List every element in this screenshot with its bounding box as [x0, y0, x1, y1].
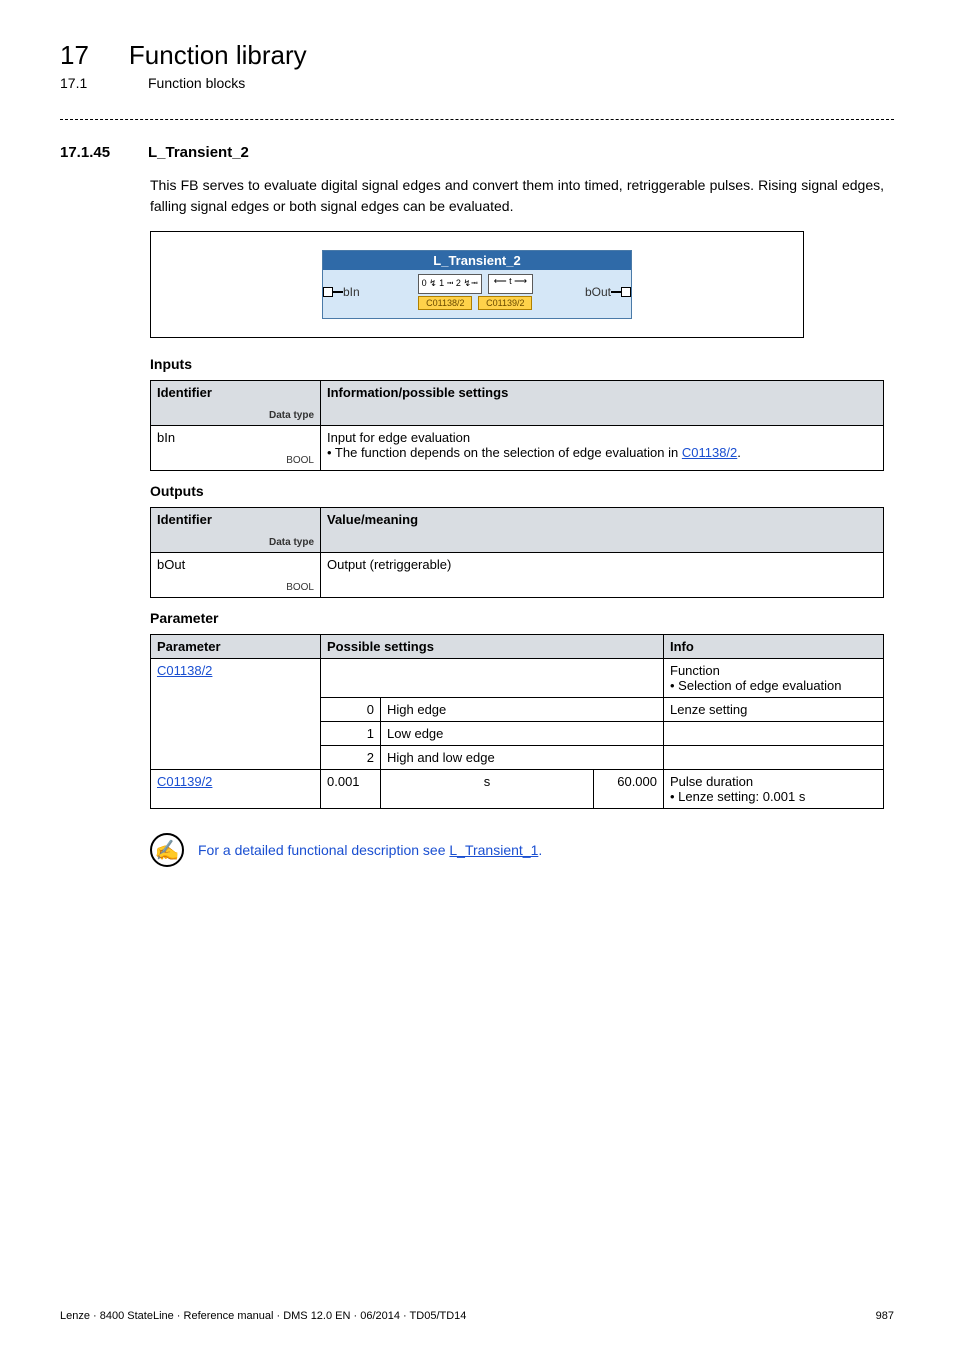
td-opt-label: Low edge: [381, 722, 664, 746]
info-l1: Function: [670, 663, 720, 678]
identifier-name: bIn: [157, 430, 175, 445]
identifier-datatype: BOOL: [157, 455, 314, 466]
fb-param-right: C01139/2: [478, 296, 532, 310]
th-datatype-label: Data type: [157, 537, 314, 548]
separator: [60, 119, 894, 120]
td-opt-info: [664, 746, 884, 770]
section-header: 17.1.45 L_Transient_2: [60, 144, 894, 161]
info-l2: • Lenze setting: 0.001 s: [670, 789, 805, 804]
td-info: Function • Selection of edge evaluation: [664, 659, 884, 698]
td-unit: s: [381, 770, 594, 809]
td-opt-n: 1: [321, 722, 381, 746]
td-value: Output (retriggerable): [321, 553, 884, 598]
info-link[interactable]: C01138/2: [682, 445, 737, 460]
tip-text: ​For a detailed functional description s…: [198, 842, 542, 858]
info-l1: Pulse duration: [670, 774, 753, 789]
inputs-heading: Inputs: [150, 356, 894, 372]
th-info: Information/possible settings: [321, 381, 884, 426]
fb-port-in: bIn: [343, 285, 360, 299]
fb-selector-glyph: 0 ↯ 1 ⭲ 2 ↯⭲: [418, 274, 482, 294]
table-header-row: Identifier Data type Value/meaning: [151, 508, 884, 553]
td-opt-n: 0: [321, 698, 381, 722]
footer-page: 987: [876, 1310, 894, 1322]
td-opt-info: [664, 722, 884, 746]
info-l2: • Selection of edge evaluation: [670, 678, 842, 693]
td-param-link: C01139/2: [151, 770, 321, 809]
footer-left: Lenze · 8400 StateLine · Reference manua…: [60, 1310, 466, 1322]
subsection-number: 17.1: [60, 75, 108, 91]
param-table: Parameter Possible settings Info C01138/…: [150, 634, 884, 809]
td-param-link: C01138/2: [151, 659, 321, 770]
table-header-row: Parameter Possible settings Info: [151, 635, 884, 659]
table-header-row: Identifier Data type Information/possibl…: [151, 381, 884, 426]
th-identifier-label: Identifier: [157, 512, 212, 527]
th-parameter: Parameter: [151, 635, 321, 659]
identifier-name: bOut: [157, 557, 185, 572]
fb-glyph-row: 0 ↯ 1 ⭲ 2 ↯⭲ ⟵ t ⟶: [418, 274, 534, 294]
td-opt-info: Lenze setting: [664, 698, 884, 722]
tip-suffix: .: [538, 842, 542, 858]
fb-diagram-frame: L_Transient_2 bIn 0 ↯ 1 ⭲ 2 ↯⭲ ⟵ t ⟶ C01…: [150, 231, 804, 338]
identifier-datatype: BOOL: [157, 582, 314, 593]
fb-pin-out: [611, 291, 625, 293]
table-row: bIn BOOL Input for edge evaluation • The…: [151, 426, 884, 471]
chapter-title: Function library: [129, 40, 307, 71]
td-opt-n: 2: [321, 746, 381, 770]
td-info: Pulse duration • Lenze setting: 0.001 s: [664, 770, 884, 809]
fb-box: L_Transient_2 bIn 0 ↯ 1 ⭲ 2 ↯⭲ ⟵ t ⟶ C01…: [322, 250, 632, 319]
fb-param-row: C01138/2 C01139/2: [418, 296, 532, 310]
td-info: Input for edge evaluation • The function…: [321, 426, 884, 471]
section-intro: This FB serves to evaluate digital signa…: [150, 175, 884, 217]
fb-pin-in: [329, 291, 343, 293]
tip: ✍ ​For a detailed functional description…: [150, 833, 894, 867]
param-heading: Parameter: [150, 610, 894, 626]
fb-row: bIn 0 ↯ 1 ⭲ 2 ↯⭲ ⟵ t ⟶ C01138/2 C01139/2…: [323, 270, 631, 318]
td-identifier: bIn BOOL: [151, 426, 321, 471]
table-row: C01138/2 Function • Selection of edge ev…: [151, 659, 884, 698]
table-row: C01139/2 0.001 s 60.000 Pulse duration •…: [151, 770, 884, 809]
info-line1: Input for edge evaluation: [327, 430, 470, 445]
info-line2-suffix: .: [737, 445, 741, 460]
info-line2-prefix: • The function depends on the selection …: [327, 445, 682, 460]
td-opt-label: High edge: [381, 698, 664, 722]
tip-prefix-text: For a detailed functional description se…: [198, 842, 449, 858]
td-max: 60.000: [594, 770, 664, 809]
fb-title: L_Transient_2: [323, 251, 631, 270]
tip-icon: ✍: [150, 833, 184, 867]
td-min: 0.001: [321, 770, 381, 809]
param-link[interactable]: C01139/2: [157, 774, 212, 789]
th-datatype-label: Data type: [157, 410, 314, 421]
fb-port-out: bOut: [585, 285, 611, 299]
table-row: bOut BOOL Output (retriggerable): [151, 553, 884, 598]
tip-link[interactable]: L_Transient_1: [449, 842, 538, 858]
chapter-header: 17 Function library: [60, 40, 894, 71]
outputs-table: Identifier Data type Value/meaning bOut …: [150, 507, 884, 598]
td-settings-blank: [321, 659, 664, 698]
section-title: L_Transient_2: [148, 144, 249, 161]
outputs-heading: Outputs: [150, 483, 894, 499]
td-identifier: bOut BOOL: [151, 553, 321, 598]
th-identifier: Identifier Data type: [151, 508, 321, 553]
th-info: Info: [664, 635, 884, 659]
th-identifier-label: Identifier: [157, 385, 212, 400]
inputs-table: Identifier Data type Information/possibl…: [150, 380, 884, 471]
th-value: Value/meaning: [321, 508, 884, 553]
td-opt-label: High and low edge: [381, 746, 664, 770]
subsection-title: Function blocks: [148, 75, 245, 91]
sub-header: 17.1 Function blocks: [60, 75, 894, 91]
fb-param-left: C01138/2: [418, 296, 472, 310]
param-link[interactable]: C01138/2: [157, 663, 212, 678]
th-identifier: Identifier Data type: [151, 381, 321, 426]
chapter-number: 17: [60, 40, 89, 71]
fb-pulse-glyph: ⟵ t ⟶: [488, 274, 533, 294]
page-footer: Lenze · 8400 StateLine · Reference manua…: [60, 1310, 894, 1322]
section-number: 17.1.45: [60, 144, 120, 161]
th-settings: Possible settings: [321, 635, 664, 659]
fb-mid: 0 ↯ 1 ⭲ 2 ↯⭲ ⟵ t ⟶ C01138/2 C01139/2: [366, 274, 585, 310]
